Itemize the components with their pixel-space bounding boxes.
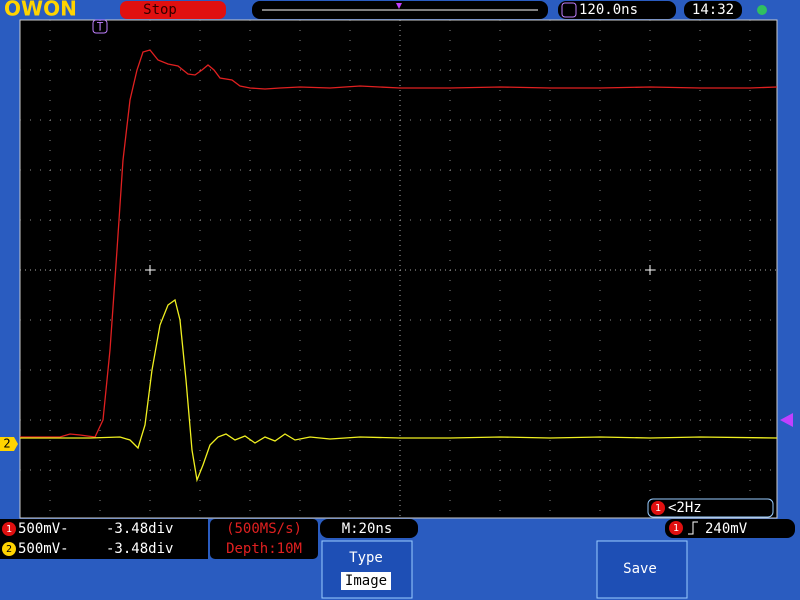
channel-1-number: 1 (6, 524, 12, 535)
channel-2-marker: 2 (3, 437, 10, 451)
channel-2-scale: 500mV- (18, 541, 69, 557)
channel-2-number: 2 (6, 544, 12, 555)
channel-2-offset: -3.48div (106, 541, 173, 557)
trigger-marker-box (92, 19, 108, 34)
channel-1-offset: -3.48div (106, 521, 173, 537)
type-label[interactable]: Type (349, 550, 383, 566)
usb-icon (757, 5, 767, 15)
trigger-position: 120.0ns (579, 2, 638, 18)
trigger-source: 1 (673, 523, 679, 534)
channel-1-trace (20, 49, 778, 438)
frequency-source-icon (651, 501, 665, 515)
trigger-edge (688, 521, 698, 535)
sample-rate: (500MS/s) (226, 521, 302, 537)
channel-2-trace (20, 298, 778, 483)
channel-panel (0, 519, 208, 559)
trigger-level: 240mV (705, 521, 748, 537)
frequency-box (647, 498, 774, 518)
position-marker (396, 3, 402, 9)
grid (20, 20, 777, 518)
save-label[interactable]: Save (623, 561, 657, 577)
channel-2-icon (2, 542, 16, 556)
logo: OWON (4, 0, 77, 21)
screen (19, 19, 778, 519)
status[interactable]: Stop (143, 2, 177, 18)
frequency-source: 1 (655, 503, 661, 514)
trigger-time-box (558, 1, 676, 19)
trigger-source-icon (669, 521, 683, 535)
memory-depth: Depth:10M (226, 541, 302, 557)
type-value-box[interactable] (341, 572, 391, 590)
cursors (145, 265, 655, 275)
channel-1-icon (2, 522, 16, 536)
trigger-level-marker (780, 413, 793, 427)
type-value[interactable]: Image (345, 573, 387, 589)
frequency: <2Hz (668, 500, 702, 516)
save-button[interactable] (596, 540, 688, 599)
clock: 14:32 (692, 2, 734, 18)
trigger-marker: T (97, 20, 104, 33)
timebase-box (320, 519, 418, 538)
status-badge[interactable] (120, 1, 226, 19)
trigger-time-icon (561, 2, 577, 18)
trigger-box (665, 519, 795, 538)
clock-box (684, 1, 742, 19)
channel-1-scale: 500mV- (18, 521, 69, 537)
channel-2-marker-box (0, 437, 18, 451)
acquisition-panel (210, 519, 318, 559)
timebase: M:20ns (342, 521, 393, 537)
